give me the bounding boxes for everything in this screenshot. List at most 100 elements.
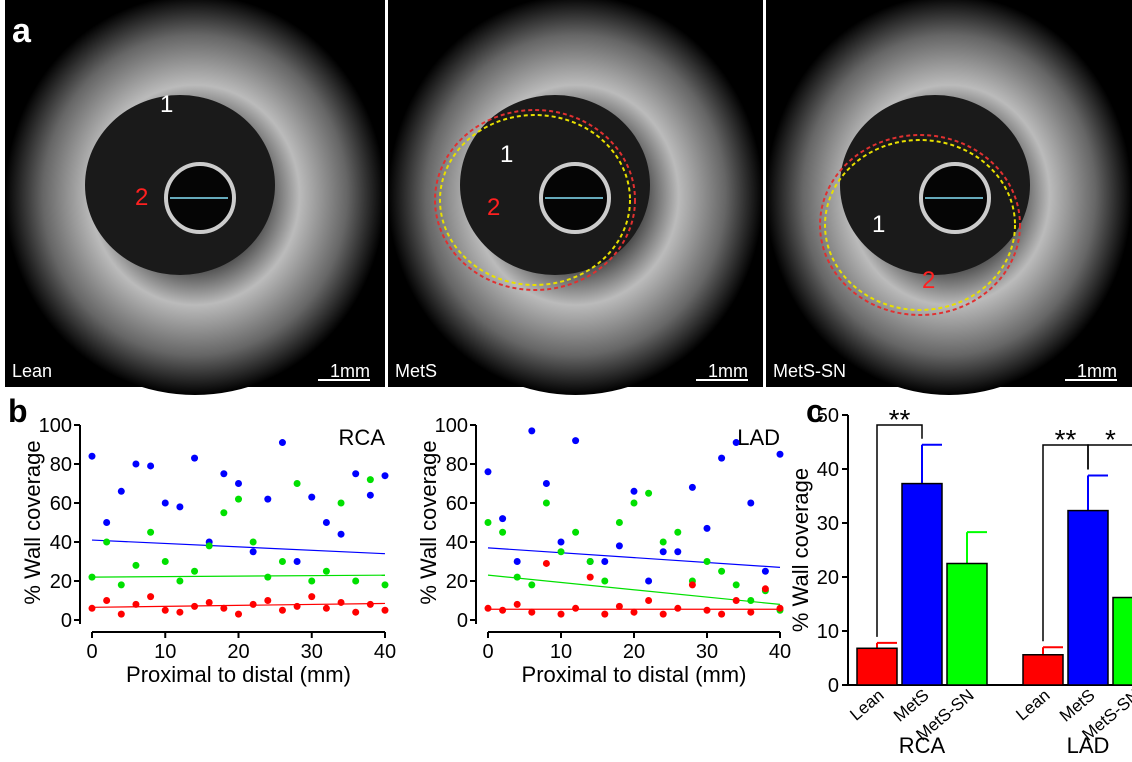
point — [499, 528, 507, 536]
point — [264, 573, 272, 581]
point — [235, 610, 242, 618]
trend-line — [91, 574, 386, 578]
point — [747, 597, 755, 604]
chart-title: LAD — [737, 425, 780, 450]
x-tick-label: 30 — [301, 641, 323, 663]
point — [117, 610, 125, 618]
group-label: LAD — [1067, 733, 1110, 757]
bar — [1112, 596, 1132, 686]
point — [513, 600, 521, 608]
point — [776, 604, 784, 612]
panel-label: b — [8, 393, 28, 429]
x-tick-label: 40 — [769, 641, 791, 663]
x-tick-label: 20 — [227, 641, 249, 663]
point — [322, 567, 330, 575]
y-tick-label: 10 — [817, 621, 839, 643]
point — [615, 542, 623, 550]
y-tick-label: 100 — [435, 415, 468, 437]
trend-line — [91, 539, 386, 555]
point — [572, 604, 580, 612]
point — [176, 577, 184, 585]
x-tick-label: 40 — [374, 641, 396, 663]
y-tick-label: 40 — [50, 532, 72, 554]
point — [572, 528, 580, 536]
y-tick-label: 40 — [817, 459, 839, 481]
scale-label: 1mm — [1077, 361, 1117, 381]
bar — [1067, 509, 1109, 686]
point — [322, 604, 330, 612]
point — [732, 439, 740, 447]
point — [732, 581, 740, 589]
point — [220, 509, 228, 517]
point — [337, 530, 345, 538]
scale-label: 1mm — [330, 361, 370, 381]
x-tick-label: Lean — [1012, 686, 1053, 725]
point — [484, 604, 492, 612]
y-tick-label: 20 — [817, 567, 839, 589]
point — [542, 559, 550, 567]
point — [293, 558, 301, 565]
outline — [439, 114, 631, 286]
point — [249, 538, 257, 546]
point — [659, 548, 667, 556]
point — [630, 487, 638, 495]
point — [147, 462, 155, 470]
point — [147, 528, 155, 536]
y-axis-label: % Wall coverage — [20, 440, 45, 604]
point — [264, 495, 272, 503]
point — [293, 602, 301, 610]
point — [176, 503, 184, 511]
point — [220, 470, 228, 478]
y-tick-label: 20 — [446, 571, 468, 593]
significance-label: ** — [889, 404, 911, 435]
y-tick-label: 60 — [50, 493, 72, 515]
point — [278, 558, 286, 565]
x-tick-label: 0 — [482, 641, 493, 663]
point — [191, 567, 199, 575]
y-tick-label: 20 — [50, 571, 72, 593]
point — [718, 567, 726, 575]
point — [103, 519, 111, 526]
point — [688, 581, 696, 589]
point — [703, 558, 711, 565]
point — [761, 585, 769, 593]
point — [674, 604, 682, 612]
point — [659, 610, 667, 618]
trend-line — [487, 574, 781, 605]
x-tick-label: 20 — [623, 641, 645, 663]
point — [278, 606, 286, 614]
point — [718, 610, 726, 618]
point — [645, 597, 653, 604]
point — [103, 597, 111, 604]
point — [235, 480, 242, 487]
group-label: RCA — [899, 733, 946, 757]
scale-label: 1mm — [708, 361, 748, 381]
point — [674, 528, 682, 536]
trend-line — [487, 547, 781, 568]
point — [747, 608, 755, 616]
point — [776, 450, 784, 458]
point — [117, 581, 125, 589]
point — [688, 483, 696, 491]
x-tick-label: 10 — [154, 641, 176, 663]
y-axis-label: % Wall coverage — [788, 468, 813, 632]
bar — [946, 562, 988, 686]
y-tick-label: 100 — [39, 415, 72, 437]
point — [645, 577, 653, 585]
outline — [819, 134, 1021, 316]
point — [381, 581, 389, 589]
point — [601, 558, 609, 565]
point — [761, 567, 769, 575]
ivus-images — [5, 0, 1132, 395]
point — [601, 610, 609, 618]
x-axis-label: Proximal to distal (mm) — [126, 662, 351, 687]
point — [747, 499, 755, 507]
point — [161, 558, 169, 565]
point — [132, 460, 140, 468]
x-tick-label: 10 — [550, 641, 572, 663]
point — [308, 577, 316, 585]
bar — [901, 482, 943, 686]
point — [366, 491, 374, 499]
point — [352, 577, 360, 585]
